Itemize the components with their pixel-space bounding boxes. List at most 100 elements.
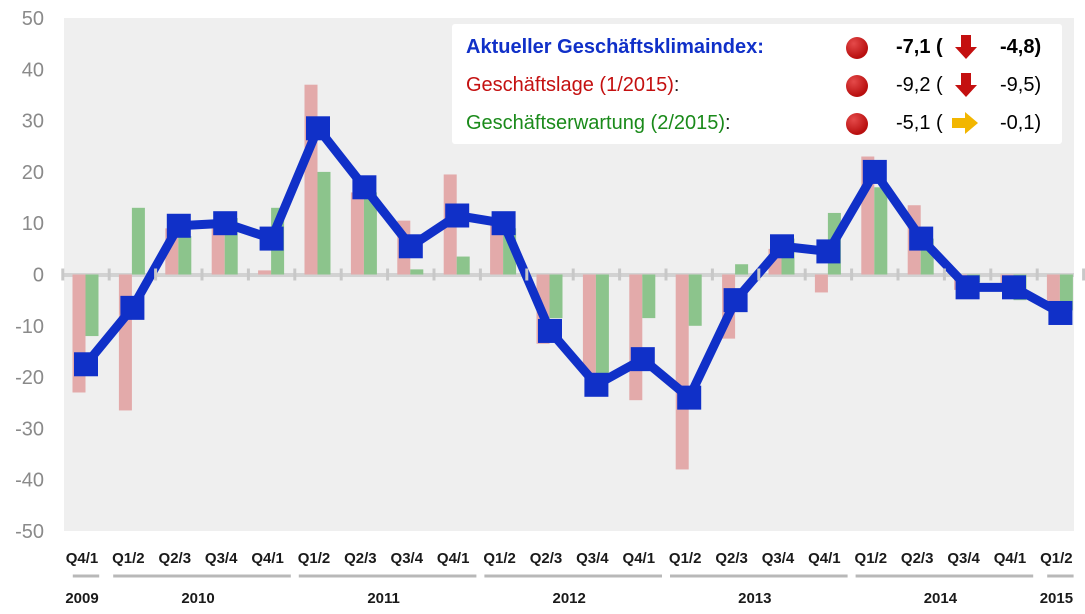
bar-situation	[350, 192, 364, 275]
legend-value: -5,1 (	[896, 112, 943, 134]
bar-expectation	[178, 236, 192, 275]
bar-expectation	[410, 269, 424, 275]
year-label: 2015	[1040, 590, 1073, 607]
line-point	[120, 295, 145, 320]
x-tick-label: Q3/4	[947, 550, 980, 567]
bar-situation	[258, 270, 272, 275]
year-label: 2012	[553, 590, 586, 607]
x-tick-label: Q4/1	[251, 550, 284, 567]
year-label: 2011	[367, 590, 400, 607]
x-tick-label: Q3/4	[391, 550, 424, 567]
bar-situation	[211, 223, 225, 275]
y-axis-ticks: 50 40 30 20 10 0 -10 -20 -30 -40 -50	[15, 8, 44, 543]
line-group	[74, 116, 1073, 410]
bar-expectation	[874, 187, 888, 275]
y-tick-label: -40	[15, 470, 44, 492]
x-tick-label: Q3/4	[576, 550, 609, 567]
legend-row-business-expectation: Geschäftserwartung (2/2015):	[466, 108, 731, 138]
line-point	[352, 175, 377, 200]
y-tick-label: 50	[22, 8, 44, 30]
bar-expectation	[549, 274, 563, 319]
line-point	[166, 213, 191, 238]
y-tick-label: -50	[15, 521, 44, 543]
line-point	[74, 352, 98, 377]
bar-expectation	[456, 256, 470, 275]
x-tick-label: Q4/1	[437, 550, 470, 567]
year-label: 2014	[924, 590, 958, 607]
bar-expectation	[85, 274, 99, 337]
x-tick-label: Q2/3	[530, 550, 563, 567]
bar-expectation	[642, 274, 656, 319]
legend-label: Geschäftserwartung (2/2015)	[466, 112, 726, 134]
bar-situation	[118, 274, 132, 411]
line-point	[955, 275, 980, 300]
bar-expectation	[363, 192, 377, 275]
x-tick-label: Q2/3	[715, 550, 748, 567]
bar-situation	[675, 274, 689, 470]
x-tick-label: Q2/3	[159, 550, 192, 567]
year-label: 2010	[181, 590, 214, 607]
y-tick-label: 0	[33, 265, 44, 287]
y-tick-label: 40	[22, 59, 44, 81]
x-tick-label: Q1/2	[669, 550, 702, 567]
legend-suffix: :	[725, 112, 731, 134]
status-dot-icon	[846, 37, 868, 59]
y-tick-label: -30	[15, 418, 44, 440]
line-point	[491, 211, 516, 236]
bar-situation	[814, 274, 828, 293]
year-label: 2013	[738, 590, 771, 607]
y-tick-label: -20	[15, 367, 44, 389]
bar-situation	[629, 274, 643, 401]
legend: Aktueller Geschäftsklimaindex: -7,1 ( -4…	[452, 24, 1062, 144]
legend-prev-value: -9,5)	[1000, 74, 1042, 96]
x-tick-label: Q1/2	[855, 550, 888, 567]
x-axis-ticks: Q4/1 Q1/2 Q2/3 Q3/4 Q4/1 Q1/2 Q2/3 Q3/4 Q4/1 Q1/2…	[61, 268, 1085, 567]
bar-situation	[490, 223, 504, 275]
x-tick-label: Q4/1	[66, 550, 99, 567]
bar-expectation	[131, 207, 145, 275]
x-tick-label: Q2/3	[344, 550, 377, 567]
line-point	[1002, 275, 1026, 300]
legend-prev-value: -4,8)	[1000, 36, 1042, 58]
down-arrow-icon	[955, 73, 977, 97]
line-point	[723, 288, 748, 313]
x-tick-label: Q4/1	[994, 550, 1027, 567]
legend-label: Geschäftslage (1/2015)	[466, 74, 674, 96]
legend-prev-value: -0,1)	[1000, 112, 1042, 134]
legend-label: Aktueller Geschäftsklimaindex:	[466, 36, 764, 58]
down-arrow-icon	[955, 35, 977, 59]
line-point	[398, 234, 423, 259]
series-line-climate-index	[82, 123, 1063, 403]
line-point	[538, 318, 562, 343]
bar-situation	[582, 274, 596, 375]
line-point	[862, 159, 887, 184]
y-tick-label: -10	[15, 316, 44, 338]
status-dot-icon	[846, 113, 868, 135]
bar-expectation	[317, 171, 331, 275]
line-point	[445, 203, 470, 228]
x-tick-label: Q3/4	[762, 550, 795, 567]
x-tick-label: Q4/1	[808, 550, 841, 567]
line-point	[1048, 300, 1073, 325]
x-tick-label: Q1/2	[483, 550, 516, 567]
x-tick-label: Q1/2	[1040, 550, 1073, 567]
x-tick-label: Q1/2	[112, 550, 145, 567]
x-tick-label: Q3/4	[205, 550, 238, 567]
bar-expectation	[735, 264, 749, 275]
y-tick-label: 10	[22, 213, 44, 235]
line-point	[816, 239, 841, 264]
x-tick-label: Q4/1	[623, 550, 656, 567]
line-point	[259, 226, 284, 251]
line-point	[677, 385, 702, 410]
line-point	[584, 372, 609, 397]
status-dot-icon	[846, 75, 868, 97]
line-point	[770, 234, 794, 259]
legend-value: -7,1 (	[896, 36, 943, 58]
line-point	[306, 116, 330, 141]
right-arrow-icon	[952, 112, 978, 134]
year-labels: 2009 2010 2011 2012 2013 2014 2015	[65, 574, 1074, 607]
legend-row-climate-index: Aktueller Geschäftsklimaindex:	[466, 32, 764, 62]
x-tick-label: Q2/3	[901, 550, 934, 567]
legend-row-business-situation: Geschäftslage (1/2015):	[466, 70, 679, 100]
line-point	[630, 347, 655, 372]
